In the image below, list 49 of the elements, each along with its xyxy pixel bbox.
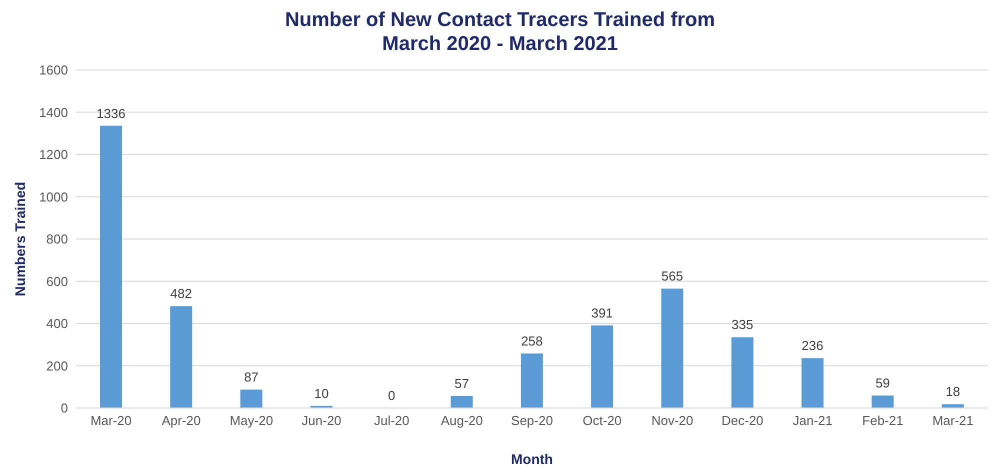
bar: [591, 325, 614, 408]
data-label: 335: [732, 317, 754, 332]
x-tick-label: Oct-20: [582, 413, 622, 428]
bar: [731, 337, 754, 408]
bar: [100, 126, 122, 408]
data-label: 1336: [96, 106, 126, 121]
x-tick-label: Apr-20: [162, 413, 201, 428]
bar: [450, 396, 473, 408]
y-tick-label: 0: [60, 400, 68, 416]
bar: [520, 353, 543, 408]
data-label: 87: [244, 370, 259, 385]
data-label: 10: [314, 386, 329, 401]
y-axis-title: Numbers Trained: [12, 182, 28, 296]
bar: [942, 404, 964, 408]
data-label: 59: [875, 376, 890, 391]
y-tick-label: 1000: [39, 189, 68, 204]
x-tick-label: Aug-20: [440, 413, 483, 428]
data-label: 565: [661, 268, 684, 284]
x-tick-label: May-20: [230, 413, 274, 428]
x-tick-label: Nov-20: [651, 413, 694, 428]
data-label: 391: [591, 305, 613, 320]
x-tick-label: Jul-20: [374, 413, 410, 428]
x-tick-label: Dec-20: [722, 413, 764, 428]
chart-title: Number of New Contact Tracers Trained from March 2020 - March 2021: [284, 8, 716, 57]
x-tick-label: Sep-20: [511, 413, 553, 428]
data-label: 482: [170, 286, 192, 302]
data-label: 258: [521, 333, 543, 348]
x-tick-label: Jan-21: [792, 413, 832, 428]
bar: [661, 288, 684, 408]
bar: [802, 358, 824, 408]
y-tick-label: 600: [46, 274, 68, 289]
bar: [170, 306, 192, 408]
bar: [240, 390, 262, 408]
y-tick-label: 1200: [39, 147, 68, 162]
data-label: 57: [454, 376, 470, 391]
x-axis-title: Month: [511, 451, 553, 467]
x-tick-label: Mar-21: [932, 413, 974, 428]
y-tick-label: 1400: [39, 104, 68, 120]
data-label: 0: [388, 388, 396, 403]
x-tick-label: Jun-20: [302, 413, 342, 428]
x-tick-label: Feb-21: [862, 413, 904, 428]
bar: [872, 396, 894, 408]
data-label: 236: [802, 338, 824, 354]
y-tick-label: 400: [46, 316, 68, 332]
y-tick-label: 200: [46, 358, 68, 374]
y-tick-label: 800: [46, 232, 68, 247]
y-tick-label: 1600: [39, 62, 68, 78]
data-label: 18: [946, 384, 960, 400]
x-tick-label: Mar-20: [90, 413, 132, 428]
